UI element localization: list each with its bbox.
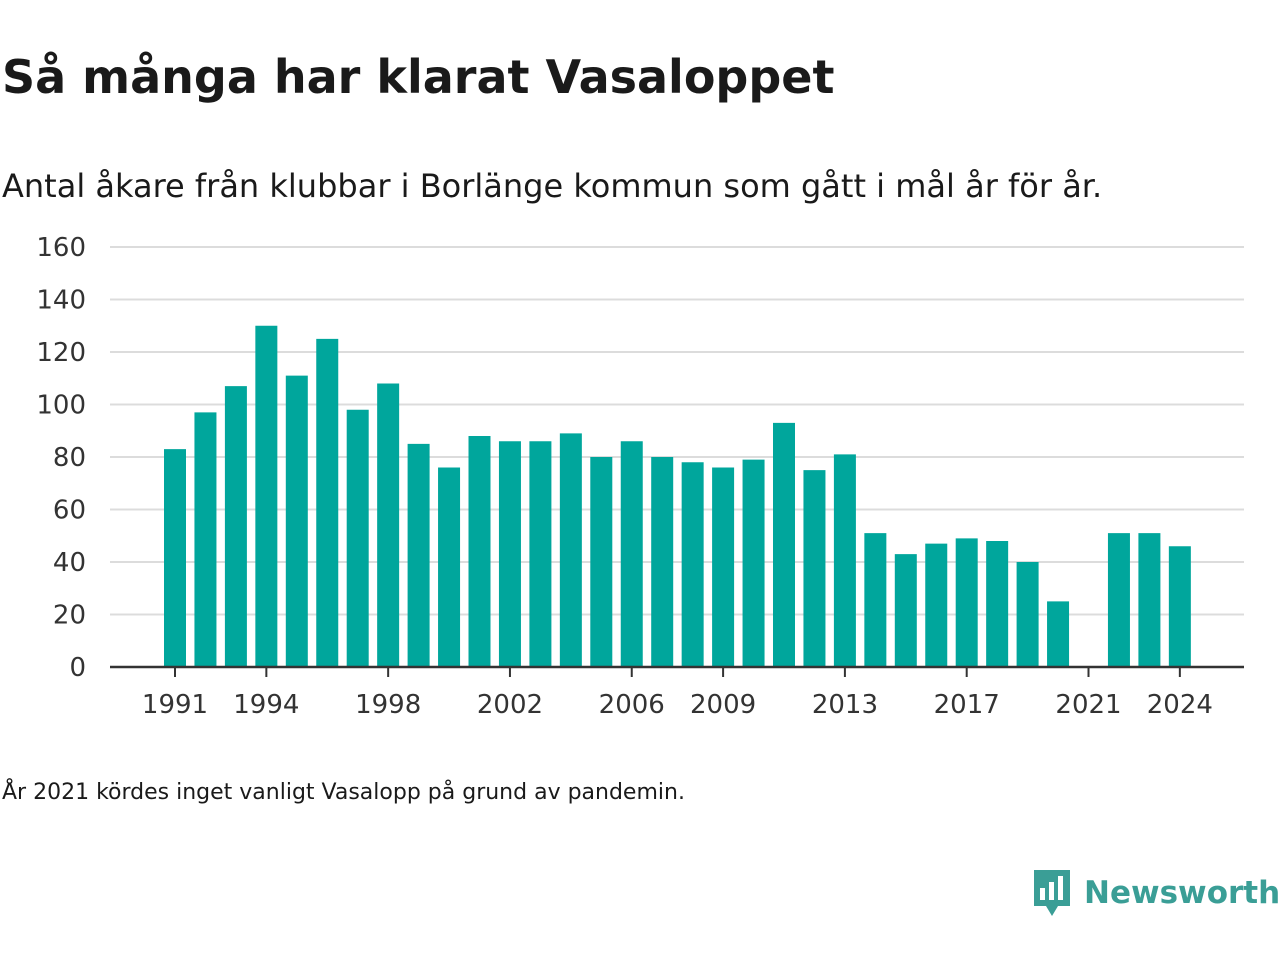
x-tick-label: 2006 <box>599 690 665 720</box>
y-tick-label: 0 <box>69 653 86 683</box>
bar-2007 <box>651 457 674 667</box>
bar-2009 <box>712 467 735 667</box>
brand-name: Newsworthy <box>1084 875 1280 911</box>
newsworthy-logo-icon <box>1034 870 1070 916</box>
brand-logo: Newsworthy <box>1032 868 1280 918</box>
y-axis-ticks: 0 20 40 60 80 100 120 140 160 <box>36 233 86 683</box>
bar-2013 <box>833 454 856 667</box>
x-tick-label: 2013 <box>812 690 878 720</box>
y-tick-label: 140 <box>36 286 86 316</box>
bar-2022 <box>1107 533 1130 667</box>
bar-2000 <box>438 467 461 667</box>
bar-2020 <box>1047 601 1070 667</box>
bar-chart: 0 20 40 60 80 100 120 140 160 1991 1994 1998 2002 20… <box>36 233 1244 720</box>
bar-2001 <box>468 436 491 667</box>
x-axis-ticks: 1991 1994 1998 2002 2006 2009 2013 2017 2021 2024 <box>142 667 1213 720</box>
bar-1997 <box>346 409 369 667</box>
bar-2003 <box>529 441 552 667</box>
bar-2006 <box>620 441 643 667</box>
bar-2023 <box>1138 533 1161 667</box>
footnote: År 2021 kördes inget vanligt Vasalopp på… <box>2 780 685 805</box>
chart-title: Så många har klarat Vasaloppet <box>2 50 835 104</box>
x-tick-label: 1994 <box>233 690 299 720</box>
x-tick-label: 2024 <box>1147 690 1213 720</box>
bar-2024 <box>1168 546 1191 667</box>
bar-1998 <box>377 383 400 667</box>
y-tick-label: 40 <box>53 548 86 578</box>
bar-2008 <box>681 462 704 667</box>
bar-2015 <box>894 554 917 667</box>
bar-2005 <box>590 457 613 667</box>
bar-2012 <box>803 470 826 667</box>
x-tick-label: 2009 <box>690 690 756 720</box>
y-tick-label: 60 <box>53 496 86 526</box>
x-tick-label: 2021 <box>1055 690 1121 720</box>
bar-1991 <box>164 449 186 667</box>
bar-2016 <box>925 543 948 667</box>
y-tick-label: 100 <box>36 391 86 421</box>
bar-1995 <box>285 375 308 667</box>
bars <box>164 325 1191 667</box>
bar-2011 <box>773 422 795 667</box>
bar-2004 <box>559 433 582 667</box>
chart-subtitle: Antal åkare från klubbar i Borlänge komm… <box>2 167 1103 205</box>
y-tick-label: 20 <box>53 601 86 631</box>
x-tick-label: 1998 <box>355 690 421 720</box>
y-tick-label: 160 <box>36 233 86 263</box>
x-tick-label: 2002 <box>477 690 543 720</box>
x-tick-label: 2017 <box>934 690 1000 720</box>
y-tick-label: 120 <box>36 338 86 368</box>
bar-2010 <box>742 459 765 667</box>
bar-2019 <box>1016 562 1039 667</box>
bar-2002 <box>498 441 521 667</box>
x-tick-label: 1991 <box>142 690 208 720</box>
bar-1992 <box>194 412 217 667</box>
bar-2018 <box>986 541 1009 667</box>
bar-2014 <box>864 533 887 667</box>
bar-2017 <box>955 538 978 667</box>
y-tick-label: 80 <box>53 443 86 473</box>
bar-1994 <box>255 325 278 667</box>
grid-lines <box>110 246 1244 616</box>
bar-1996 <box>316 338 339 667</box>
bar-1999 <box>407 443 430 667</box>
bar-1993 <box>224 386 247 667</box>
